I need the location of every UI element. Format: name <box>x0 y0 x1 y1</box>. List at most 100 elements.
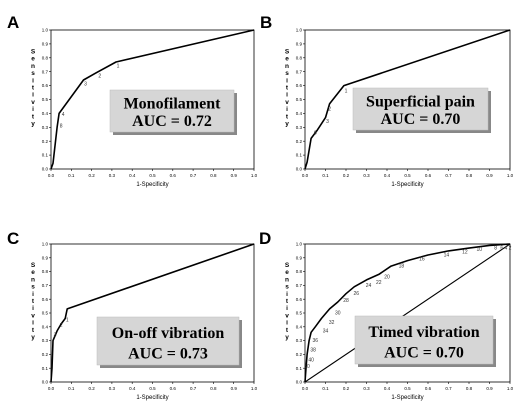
x-tick-label: 0.6 <box>170 173 177 178</box>
y-tick-label: 0.2 <box>42 139 49 144</box>
y-axis-label-letter: n <box>285 63 289 70</box>
y-axis-label-letter: i <box>32 291 34 298</box>
y-tick-label: 0.2 <box>296 352 303 357</box>
y-axis-label-letter: t <box>32 85 35 92</box>
y-tick-label: 0.4 <box>296 111 303 116</box>
x-tick-label: 0.5 <box>149 386 156 391</box>
y-axis-label-letter: t <box>286 85 289 92</box>
cutoff-label: 22 <box>376 280 382 286</box>
y-tick-label: 0.3 <box>42 125 49 130</box>
y-axis-label-letter: s <box>285 70 289 77</box>
y-tick-label: 1.0 <box>296 28 303 33</box>
roc-curve <box>304 243 511 383</box>
y-tick-label: 0.0 <box>42 380 49 385</box>
cutoff-label: 2 <box>98 73 101 79</box>
y-tick-label: 0.9 <box>42 255 49 260</box>
test-name: Superficial pain <box>366 93 475 110</box>
y-tick-label: 0.7 <box>296 69 303 74</box>
y-tick-label: 0.0 <box>42 167 49 172</box>
y-axis-label-letter: S <box>285 49 290 56</box>
y-tick-label: 0.6 <box>42 83 49 88</box>
y-axis-label-letter: e <box>31 56 35 63</box>
cutoff-label: 8 <box>60 123 63 129</box>
y-tick-label: 0.6 <box>296 83 303 88</box>
y-tick-label: 0.3 <box>42 338 49 343</box>
y-tick-label: 0.8 <box>42 55 49 60</box>
x-tick-label: 0.4 <box>384 386 391 391</box>
y-axis-label-letter: v <box>31 312 35 319</box>
x-axis-label: 1-Specificity <box>391 182 423 188</box>
x-axis-label: 1-Specificity <box>136 395 168 401</box>
panel-letter: B <box>260 13 272 32</box>
x-tick-label: 0.1 <box>322 173 329 178</box>
y-axis-label-letter: s <box>285 284 289 291</box>
y-axis-label-letter: v <box>285 312 289 319</box>
roc-curve <box>50 29 255 170</box>
y-tick-label: 0.4 <box>42 324 49 329</box>
y-axis-label-letter: i <box>286 92 288 99</box>
y-tick-label: 0.2 <box>42 352 49 357</box>
cutoff-label: 28 <box>343 298 349 304</box>
panel-letter: C <box>7 229 19 248</box>
y-tick-label: 0.7 <box>42 69 49 74</box>
test-name: Timed vibration <box>368 324 479 341</box>
x-tick-label: 1.0 <box>507 173 514 178</box>
reference-diagonal <box>304 243 511 383</box>
x-tick-label: 0.1 <box>322 386 329 391</box>
label-box <box>109 89 235 133</box>
cutoff-label: 40 <box>308 357 314 363</box>
auc-value: AUC = 0.73 <box>128 345 208 362</box>
x-tick-label: 1.0 <box>251 173 258 178</box>
x-tick-label: 0.9 <box>486 386 493 391</box>
y-tick-label: 0.9 <box>296 255 303 260</box>
roc-curve <box>50 243 255 383</box>
x-tick-label: 0.9 <box>231 173 238 178</box>
y-axis-label-letter: i <box>286 320 288 327</box>
y-axis-label-letter: y <box>285 334 289 341</box>
y-tick-label: 0.1 <box>42 153 49 158</box>
y-axis-label-letter: i <box>32 92 34 99</box>
y-tick-label: 0.0 <box>296 380 303 385</box>
y-tick-label: 1.0 <box>42 28 49 33</box>
cutoff-label: 8 <box>494 246 497 252</box>
x-tick-label: 0.3 <box>109 386 116 391</box>
x-tick-label: 0.2 <box>88 386 95 391</box>
cutoff-label: 2 <box>328 107 331 113</box>
x-axis-label: 1-Specificity <box>136 182 168 188</box>
cutoff-label: 30 <box>335 310 341 316</box>
y-tick-label: 0.1 <box>42 366 49 371</box>
x-tick-label: 0.9 <box>231 386 238 391</box>
y-axis-label-letter: t <box>32 113 35 120</box>
label-box <box>354 315 494 365</box>
cutoff-label: 10 <box>476 247 482 253</box>
y-axis-label-letter: s <box>31 70 35 77</box>
y-axis-label-letter: t <box>286 327 289 334</box>
roc-panel-d: D 0.0 0.1 0.2 0.3 0.4 0.5 0.6 0.7 0.8 0.9 1.0 0.0 0.1… <box>259 229 514 401</box>
x-tick-label: 0.6 <box>425 386 432 391</box>
panel-letter: D <box>259 229 271 248</box>
cutoff-label: 18 <box>399 263 405 269</box>
y-axis-label-letter: y <box>285 121 289 128</box>
y-axis-label-letter: i <box>32 305 34 312</box>
y-tick-label: 0.1 <box>296 366 303 371</box>
panel-letter: A <box>7 13 19 32</box>
auc-value: AUC = 0.70 <box>381 111 461 128</box>
y-axis-label-letter: i <box>286 106 288 113</box>
y-axis-label-letter: S <box>285 262 290 269</box>
y-axis-label-letter: n <box>285 276 289 283</box>
cutoff-label: 3 <box>54 332 57 338</box>
y-axis-label-letter: t <box>32 298 35 305</box>
y-tick-label: 1.0 <box>296 242 303 247</box>
x-tick-label: 0.0 <box>48 386 55 391</box>
x-tick-label: 0.7 <box>445 386 452 391</box>
y-axis-label-letter: i <box>286 77 288 84</box>
x-tick-label: 0.5 <box>404 386 411 391</box>
test-name: Monofilament <box>124 95 222 112</box>
cutoff-label: 1 <box>345 89 348 95</box>
cutoff-label: 24 <box>366 283 372 289</box>
y-axis-label-letter: s <box>31 284 35 291</box>
y-tick-label: 0.1 <box>296 153 303 158</box>
x-tick-label: 0.3 <box>363 173 370 178</box>
cutoff-label: 4 <box>505 246 508 252</box>
